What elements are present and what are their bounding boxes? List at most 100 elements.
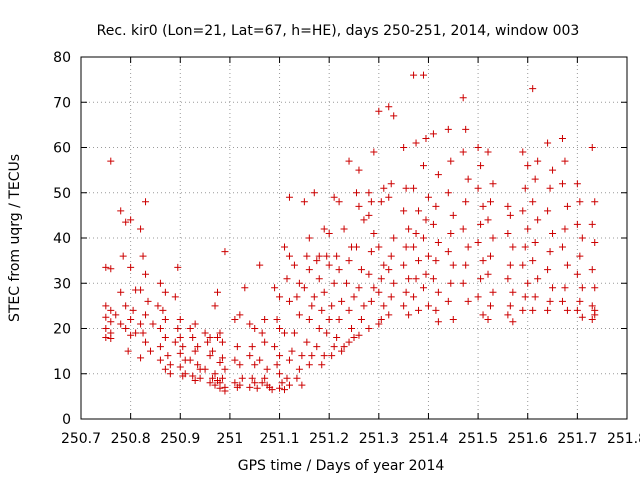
data-point — [529, 257, 537, 265]
data-point — [591, 311, 599, 319]
data-point — [221, 365, 229, 373]
data-point — [357, 266, 365, 274]
data-point — [367, 198, 375, 206]
data-point — [352, 243, 360, 251]
data-point — [375, 243, 383, 251]
data-point — [380, 184, 388, 192]
data-point — [268, 386, 276, 394]
data-point — [201, 329, 209, 337]
data-point — [310, 189, 318, 197]
data-point — [558, 297, 566, 305]
data-point — [338, 297, 346, 305]
data-point — [261, 315, 269, 323]
data-point — [479, 257, 487, 265]
data-point — [400, 302, 408, 310]
data-point — [320, 288, 328, 296]
data-point — [233, 383, 241, 391]
data-point — [444, 125, 452, 133]
data-point — [484, 148, 492, 156]
data-point — [258, 329, 266, 337]
data-point — [206, 352, 214, 360]
data-point — [424, 302, 432, 310]
data-point — [221, 248, 229, 256]
data-point — [387, 252, 395, 260]
data-point — [144, 297, 152, 305]
data-point — [447, 157, 455, 165]
data-point — [563, 202, 571, 210]
data-point — [137, 225, 145, 233]
data-point — [206, 334, 214, 342]
data-point — [561, 284, 569, 292]
data-point — [412, 229, 420, 237]
data-point — [405, 225, 413, 233]
x-tick-label: 251.4 — [408, 431, 448, 447]
data-point — [357, 315, 365, 323]
data-point — [189, 372, 197, 380]
data-point — [531, 175, 539, 183]
data-point — [405, 275, 413, 283]
data-point — [529, 198, 537, 206]
data-point — [588, 266, 596, 274]
data-point — [573, 270, 581, 278]
data-point — [504, 229, 512, 237]
data-point — [370, 229, 378, 237]
data-point — [201, 365, 209, 373]
data-point — [171, 338, 179, 346]
data-point — [385, 266, 393, 274]
data-point — [360, 216, 368, 224]
data-point — [449, 261, 457, 269]
data-point — [400, 207, 408, 215]
x-axis-title: GPS time / Days of year 2014 — [238, 458, 445, 474]
data-point — [137, 320, 145, 328]
data-point — [251, 379, 259, 387]
data-point — [161, 365, 169, 373]
data-point — [558, 180, 566, 188]
data-point — [122, 325, 130, 332]
x-tick-label: 251.3 — [359, 431, 399, 447]
data-point — [424, 252, 432, 260]
y-tick-label: 20 — [53, 322, 71, 338]
data-point — [305, 315, 313, 323]
data-point — [576, 252, 584, 260]
data-point — [285, 252, 293, 260]
data-point — [410, 184, 418, 192]
data-point — [171, 293, 179, 301]
data-point — [156, 325, 164, 332]
data-point — [549, 284, 557, 292]
data-point — [323, 329, 331, 337]
data-point — [256, 261, 264, 269]
data-point — [318, 306, 326, 314]
data-point — [333, 252, 341, 260]
data-point — [370, 284, 378, 292]
data-point — [462, 125, 470, 133]
data-point — [221, 387, 229, 395]
data-point — [256, 356, 264, 364]
data-point — [295, 365, 303, 373]
data-point — [449, 211, 457, 219]
data-point — [549, 166, 557, 174]
data-point — [563, 306, 571, 314]
data-point — [305, 361, 313, 369]
data-point — [206, 379, 214, 387]
data-point — [365, 189, 373, 197]
data-point — [576, 198, 584, 206]
data-point — [211, 381, 219, 389]
axis-ticks — [80, 56, 628, 420]
data-point — [271, 284, 279, 292]
data-point — [400, 261, 408, 269]
data-point — [300, 284, 308, 292]
data-point — [350, 334, 358, 342]
data-point — [549, 229, 557, 237]
data-point — [159, 306, 167, 314]
data-point — [305, 266, 313, 274]
data-point — [474, 184, 482, 192]
x-tick-label: 250.9 — [160, 431, 200, 447]
data-point — [251, 325, 259, 332]
data-point — [588, 302, 596, 310]
data-point — [434, 171, 442, 179]
data-point — [578, 284, 586, 292]
data-points — [102, 71, 599, 395]
data-point — [281, 386, 289, 394]
x-tick-labels: 250.7 250.8 250.9 251 251.1 251.2 251.3 251.4 25… — [61, 431, 640, 447]
data-point — [375, 107, 383, 115]
